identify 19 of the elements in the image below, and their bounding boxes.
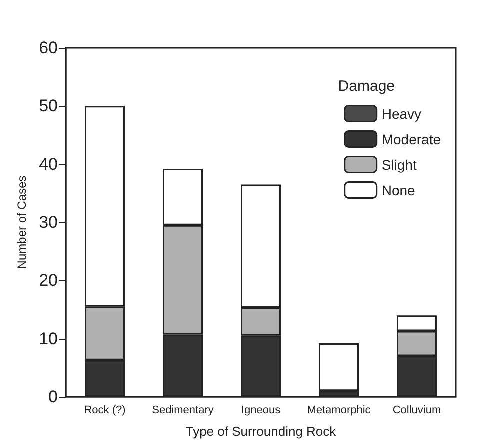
- x-tick-label: Sedimentary: [152, 404, 214, 416]
- x-tick-label: Colluvium: [392, 404, 442, 416]
- y-tick-label: 30: [39, 213, 58, 232]
- y-tick-label: 0: [48, 388, 58, 406]
- y-tick-label: 20: [39, 271, 58, 290]
- y-tick-label: 40: [39, 154, 58, 174]
- y-tick-label: 50: [39, 96, 58, 116]
- legend-label: Slight: [382, 156, 417, 173]
- x-tick-label: Metamorphic: [307, 404, 372, 416]
- y-tick-label: 60: [39, 38, 58, 58]
- x-axis-title: Type of Surrounding Rock: [186, 424, 337, 439]
- x-tick-label: Rock (?): [84, 404, 126, 416]
- legend-label: Moderate: [382, 131, 442, 148]
- x-tick-label: Igneous: [241, 404, 282, 416]
- y-axis-title: Number of Cases: [15, 176, 29, 270]
- legend-label: Heavy: [382, 106, 422, 122]
- legend-title: Damage: [338, 78, 396, 95]
- legend-label: None: [382, 182, 416, 198]
- y-tick-label: 10: [39, 329, 58, 348]
